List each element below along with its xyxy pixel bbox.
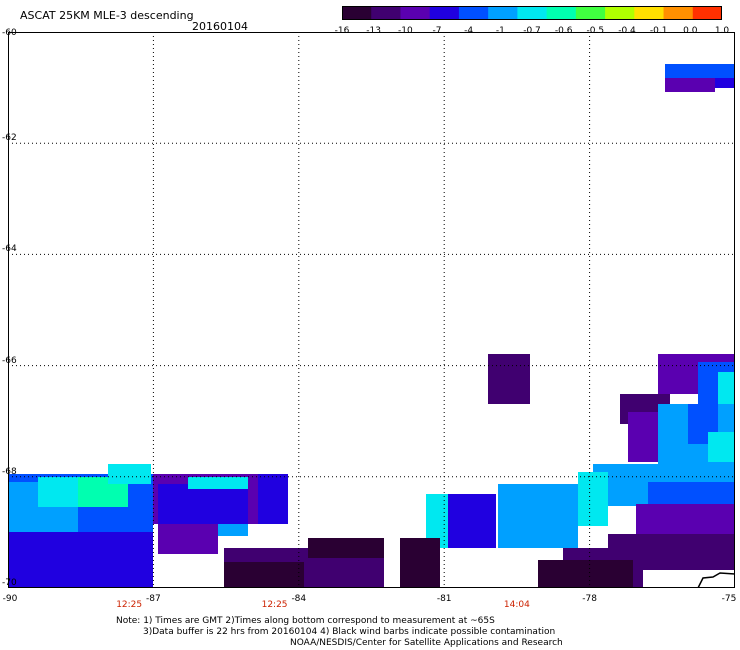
coastline (697, 572, 735, 588)
wind-data-cell (158, 484, 248, 524)
wind-data-cell (578, 472, 608, 526)
colorbar-swatch (575, 6, 606, 20)
wind-data-cell (715, 78, 735, 88)
wind-data-cell (488, 354, 530, 404)
wind-data-cell (158, 524, 218, 554)
time-label: 12:25 (261, 600, 288, 610)
colorbar-tick-label: -13 (366, 26, 381, 36)
colorbar-swatch (400, 6, 431, 20)
colorbar-swatch (605, 6, 635, 20)
latitude-label: -60 (2, 28, 17, 38)
colorbar-tick-label: -16 (334, 26, 350, 36)
wind-data-cell (8, 532, 153, 588)
map-plot (8, 32, 735, 588)
colorbar-swatch (371, 6, 401, 20)
longitude-label: -78 (582, 594, 597, 604)
latitude-label: -66 (2, 355, 17, 366)
colorbar-swatch (488, 6, 518, 20)
colorbar-swatch (458, 6, 489, 20)
colorbar-tick-label: -0.4 (618, 26, 636, 36)
wind-data-cell (308, 538, 384, 558)
map-frame (8, 32, 735, 588)
note-line-3: NOAA/NESDIS/Center for Satellite Applica… (290, 638, 563, 648)
colorbar-tick-label: -4 (464, 26, 474, 36)
colorbar-frame (342, 6, 722, 20)
latitude-label: -70 (2, 578, 17, 588)
colorbar-swatch (692, 6, 722, 20)
colorbar-tick-label: -0.7 (523, 26, 541, 36)
wind-data-cell (400, 538, 440, 588)
colorbar-tick-label: -10 (397, 26, 413, 36)
colorbar-tick-label: -0.6 (554, 26, 573, 36)
wind-data-cell (188, 477, 248, 489)
colorbar-tick-label: -1 (495, 26, 505, 36)
wind-data-cell (108, 464, 151, 484)
wind-data-cell (218, 524, 248, 536)
colorbar-tick-label: -0.5 (586, 26, 605, 36)
wind-data-cell (538, 560, 633, 588)
colorbar (342, 6, 722, 20)
product-title: ASCAT 25KM MLE-3 descending (20, 9, 194, 22)
wind-data-cell (665, 64, 735, 78)
colorbar-swatch (517, 6, 548, 20)
wind-data-cell (498, 484, 578, 548)
latitude-label: -68 (2, 466, 17, 477)
longitude-label: -84 (291, 594, 307, 604)
longitude-label: -81 (436, 594, 452, 604)
wind-data-cell (448, 494, 496, 548)
latitude-label: -62 (2, 133, 17, 144)
wind-data-cell (665, 78, 715, 92)
time-label: 14:04 (503, 600, 530, 610)
colorbar-tick-label: 0.0 (683, 26, 698, 36)
colorbar-tick-label: 1.0 (714, 26, 730, 36)
longitude-label: -87 (146, 594, 161, 604)
latitude-label: -64 (2, 244, 17, 255)
wind-data-cell (224, 562, 304, 588)
colorbar-swatch (663, 6, 694, 20)
colorbar-swatch (546, 6, 577, 20)
time-label: 12:25 (116, 600, 143, 610)
colorbar-tick-label: -0.1 (649, 26, 668, 36)
colorbar-swatch (429, 6, 460, 20)
wind-data-cell (708, 432, 735, 462)
product-date: 20160104 (192, 20, 248, 33)
colorbar-tick-label: -7 (432, 26, 442, 36)
wind-data-cell (258, 474, 288, 524)
note-line-1: Note: 1) Times are GMT 2)Times along bot… (116, 616, 495, 626)
note-line-2: 3)Data buffer is 22 hrs from 20160104 4)… (143, 627, 556, 637)
longitude-label: -90 (2, 594, 18, 604)
colorbar-swatch (634, 6, 665, 20)
wind-data-cell (718, 372, 735, 412)
longitude-label: -75 (721, 594, 737, 604)
colorbar-swatch (342, 6, 372, 20)
